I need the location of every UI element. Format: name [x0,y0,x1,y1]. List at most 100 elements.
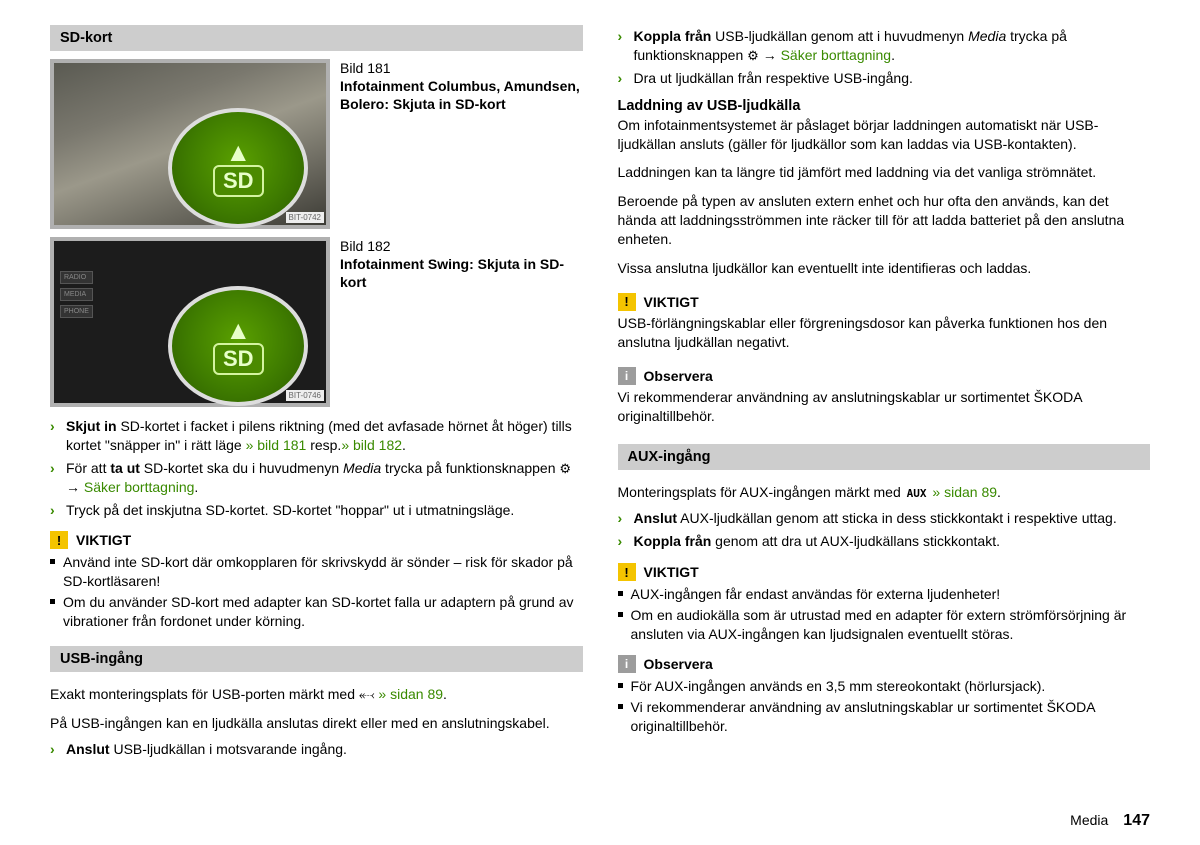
laddning-heading: Laddning av USB-ljudkälla [618,98,1151,114]
link-bild-182[interactable]: » bild 182 [341,437,402,453]
gear-icon: ⚙ [747,47,759,65]
instruction-anslut-aux: › Anslut AUX-ljudkällan genom att sticka… [618,509,1151,528]
chevron-icon: › [618,532,628,551]
square-bullet-icon [618,591,623,596]
square-bullet-icon [50,559,55,564]
figure-182-row: RADIO MEDIA PHONE ▲ SD BIT-0746 Bild 182… [50,237,583,407]
up-arrow-icon: ▲ [225,139,251,165]
observera-item: För AUX-ingången används en 3,5 mm stere… [618,677,1151,696]
section-header-sd: SD-kort [50,25,583,51]
figure-182-buttons: RADIO MEDIA PHONE [60,271,93,318]
usb-icon: ⬷ [359,687,375,702]
figure-181-caption: Bild 181 Infotainment Columbus, Amundsen… [340,59,583,114]
text: USB-ljudkällan i motsvarande ingång. [110,741,347,757]
text: trycka på funktionsknappen [381,460,559,476]
chevron-icon: › [618,69,628,88]
observera-label: Observera [644,656,713,672]
figure-181-title: Infotainment Columbus, Amundsen, Bolero:… [340,77,583,113]
text: . [402,437,406,453]
section-header-usb: USB-ingång [50,646,583,672]
info-icon: i [618,367,636,385]
page-number: 147 [1123,812,1150,830]
figure-182-title: Infotainment Swing: Skjuta in SD-kort [340,255,583,291]
chevron-icon: › [618,509,628,528]
aux-location: Monteringsplats för AUX-ingången märkt m… [618,483,1151,502]
instruction-dra-ut: › Dra ut ljudkällan från respektive USB-… [618,69,1151,88]
viktigt-item: Om en audiokälla som är utrustad med en … [618,606,1151,644]
viktigt-label: VIKTIGT [644,294,699,310]
sd-badge-icon: ▲ SD [168,108,308,228]
media-button-label: MEDIA [60,288,93,301]
warning-icon: ! [618,563,636,581]
text: För att [66,460,110,476]
text: AUX-ljudkällan genom att sticka in dess … [677,510,1117,526]
text: Vissa anslutna ljudkällor kan eventuellt… [618,259,1151,278]
text: Vi rekommenderar användning av anslutnin… [618,388,1151,426]
footer-section: Media [1070,812,1108,828]
link-sidan-89[interactable]: » sidan 89 [929,484,998,500]
up-arrow-icon: ▲ [225,317,251,343]
instruction-koppla-fran-aux: › Koppla från genom att dra ut AUX-ljudk… [618,532,1151,551]
chevron-icon: › [50,740,60,759]
figure-181-row: ▲ SD BIT-0742 Bild 181 Infotainment Colu… [50,59,583,229]
text: ta ut [110,460,140,476]
viktigt-label: VIKTIGT [644,564,699,580]
sd-label: SD [213,165,264,197]
text: AUX-ingången får endast användas för ext… [631,585,1001,604]
text: SD-kortet ska du i huvudmenyn [140,460,343,476]
figure-182-number: Bild 182 [340,237,583,255]
viktigt-item: AUX-ingången får endast användas för ext… [618,585,1151,604]
arrow-icon: → [763,46,777,65]
chevron-icon: › [618,27,628,65]
info-icon: i [618,655,636,673]
figure-182-image: RADIO MEDIA PHONE ▲ SD BIT-0746 [50,237,330,407]
chevron-icon: › [50,459,60,497]
instruction-tryck: › Tryck på det inskjutna SD-kortet. SD-k… [50,501,583,520]
text: Om du använder SD-kort med adapter kan S… [63,593,583,631]
text: . [194,479,198,495]
link-sidan-89[interactable]: » sidan 89 [375,686,444,702]
figure-182-caption: Bild 182 Infotainment Swing: Skjuta in S… [340,237,583,292]
link-bild-181[interactable]: » bild 181 [246,437,307,453]
text: Om en audiokälla som är utrustad med en … [631,606,1151,644]
figure-ref-182: BIT-0746 [286,390,324,401]
text: Om infotainmentsystemet är påslaget börj… [618,116,1151,154]
text: resp. [306,437,341,453]
text: USB-förlängningskablar eller förgrenings… [618,314,1151,352]
link-saker-borttagning[interactable]: Säker borttagning [781,47,892,63]
text: . [443,686,447,702]
viktigt-row: ! VIKTIGT [618,563,1151,581]
text: Använd inte SD-kort där omkopplaren för … [63,553,583,591]
text: Koppla från [634,28,712,44]
square-bullet-icon [618,612,623,617]
observera-item: Vi rekommenderar användning av anslutnin… [618,698,1151,736]
usb-location: Exakt monteringsplats för USB-porten mär… [50,685,583,704]
sd-label: SD [213,343,264,375]
text: . [891,47,895,63]
page-footer: Media 147 [50,812,1150,830]
observera-row: i Observera [618,367,1151,385]
arrow-icon: → [66,478,80,497]
text: För AUX-ingången används en 3,5 mm stere… [631,677,1046,696]
text: Skjut in [66,418,117,434]
text: Monteringsplats för AUX-ingången märkt m… [618,484,905,500]
usb-desc: På USB-ingången kan en ljudkälla ansluta… [50,714,583,733]
text: Anslut [634,510,678,526]
chevron-icon: › [50,417,60,455]
figure-181-number: Bild 181 [340,59,583,77]
text: Media [968,28,1006,44]
text: Tryck på det inskjutna SD-kortet. SD-kor… [66,501,514,520]
link-saker-borttagning[interactable]: Säker borttagning [84,479,195,495]
text: genom att dra ut AUX-ljudkällans stickko… [711,533,1000,549]
square-bullet-icon [618,704,623,709]
sd-badge-icon: ▲ SD [168,286,308,406]
section-header-aux: AUX-ingång [618,444,1151,470]
warning-icon: ! [618,293,636,311]
square-bullet-icon [50,599,55,604]
instruction-skjut-in: › Skjut in SD-kortet i facket i pilens r… [50,417,583,455]
observera-row: i Observera [618,655,1151,673]
gear-icon: ⚙ [559,460,571,478]
viktigt-row: ! VIKTIGT [618,293,1151,311]
phone-button-label: PHONE [60,305,93,318]
warning-icon: ! [50,531,68,549]
